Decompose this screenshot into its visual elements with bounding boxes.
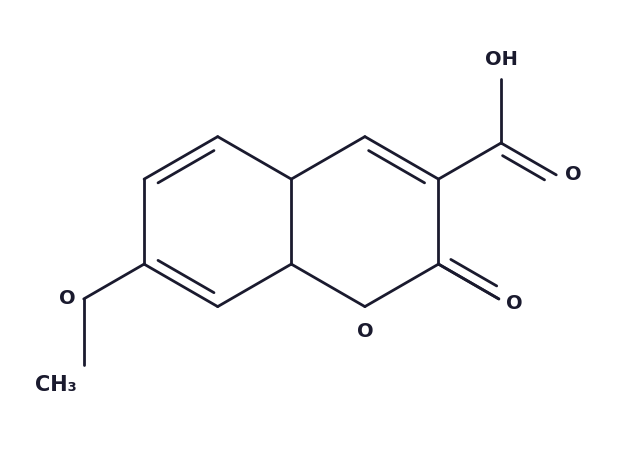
Text: O: O <box>564 165 581 184</box>
Text: CH₃: CH₃ <box>35 376 77 395</box>
Text: OH: OH <box>484 50 518 69</box>
Text: O: O <box>506 294 522 313</box>
Text: O: O <box>356 322 373 341</box>
Text: O: O <box>59 290 76 308</box>
